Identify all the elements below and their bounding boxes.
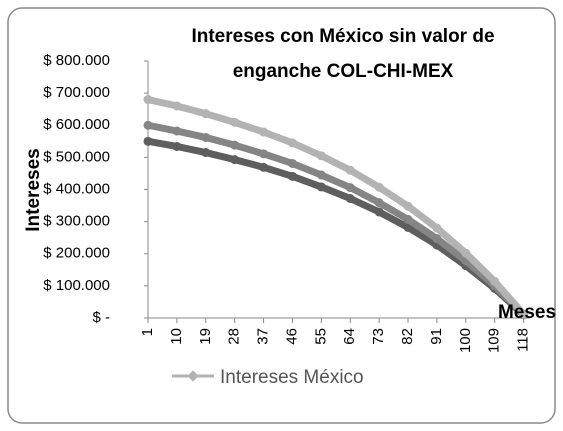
x-tick-label: 109 <box>486 328 503 353</box>
data-point <box>143 136 153 146</box>
data-point <box>201 148 211 158</box>
data-point <box>143 95 153 105</box>
x-tick-label: 10 <box>168 328 185 345</box>
x-tick-label: 55 <box>312 328 329 345</box>
data-point <box>403 222 413 232</box>
series-line <box>147 121 527 317</box>
data-point <box>345 165 355 175</box>
data-point <box>345 183 355 193</box>
data-point <box>287 158 297 168</box>
y-tick-label: $ 100.000 <box>43 277 110 294</box>
x-tick-label: 100 <box>457 328 474 353</box>
data-point <box>374 198 384 208</box>
title-line: enganche COL-CHI-MEX <box>233 61 454 82</box>
y-tick-label: $ 200.000 <box>43 245 110 262</box>
chart-frame <box>7 7 556 424</box>
y-tick-label: $ 600.000 <box>43 116 110 133</box>
x-tick-label: 28 <box>226 328 243 345</box>
data-point <box>230 117 240 127</box>
data-point <box>461 248 471 258</box>
y-tick-label: $ 400.000 <box>43 180 110 197</box>
data-point <box>345 193 355 203</box>
x-tick-label: 46 <box>283 328 300 345</box>
data-point <box>519 309 529 319</box>
title-line: Intereses con México sin valor de <box>191 26 494 47</box>
x-tick-label: 37 <box>255 328 272 345</box>
data-point <box>230 155 240 165</box>
data-point <box>287 171 297 181</box>
series-line <box>147 96 527 317</box>
y-tick-label: $ 700.000 <box>43 84 110 101</box>
data-point <box>374 207 384 217</box>
legend-label: Intereses México <box>220 367 364 388</box>
x-tick-label: 118 <box>515 328 532 352</box>
chart-title: Intereses con México sin valor de enganch… <box>191 26 494 82</box>
data-point <box>316 151 326 161</box>
data-point <box>259 149 269 159</box>
data-point <box>143 120 153 130</box>
data-point <box>403 201 413 211</box>
x-tick-label: 64 <box>341 328 358 345</box>
x-tick-label: 19 <box>197 328 214 345</box>
x-axis-label: Meses <box>498 302 556 323</box>
series-line <box>147 137 526 318</box>
x-tick-label: 82 <box>399 328 416 345</box>
y-tick-label: $ 800.000 <box>43 52 110 69</box>
data-point <box>316 170 326 180</box>
legend-marker <box>187 370 199 382</box>
data-point <box>374 182 384 192</box>
data-point <box>259 162 269 172</box>
y-tick-label: $ 300.000 <box>43 213 110 230</box>
y-tick-label: $ - <box>92 309 110 326</box>
data-point <box>172 126 182 136</box>
data-point <box>259 127 269 137</box>
data-point <box>201 132 211 142</box>
data-point <box>432 223 442 233</box>
data-point <box>403 214 413 224</box>
data-point <box>172 141 182 151</box>
data-point <box>490 276 500 286</box>
y-tick-label: $ 500.000 <box>43 148 110 165</box>
data-point <box>432 234 442 244</box>
data-point <box>316 182 326 192</box>
y-axis-label: Intereses <box>23 148 44 231</box>
x-tick-label: 1 <box>139 328 156 336</box>
data-point <box>172 101 182 111</box>
x-tick-label: 91 <box>428 328 445 345</box>
data-point <box>201 109 211 119</box>
data-point <box>287 138 297 148</box>
data-point <box>230 140 240 150</box>
x-tick-label: 73 <box>370 328 387 345</box>
